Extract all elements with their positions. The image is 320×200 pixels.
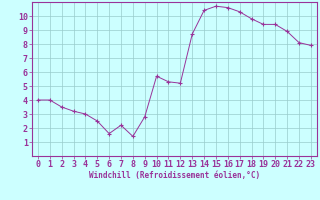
X-axis label: Windchill (Refroidissement éolien,°C): Windchill (Refroidissement éolien,°C) xyxy=(89,171,260,180)
